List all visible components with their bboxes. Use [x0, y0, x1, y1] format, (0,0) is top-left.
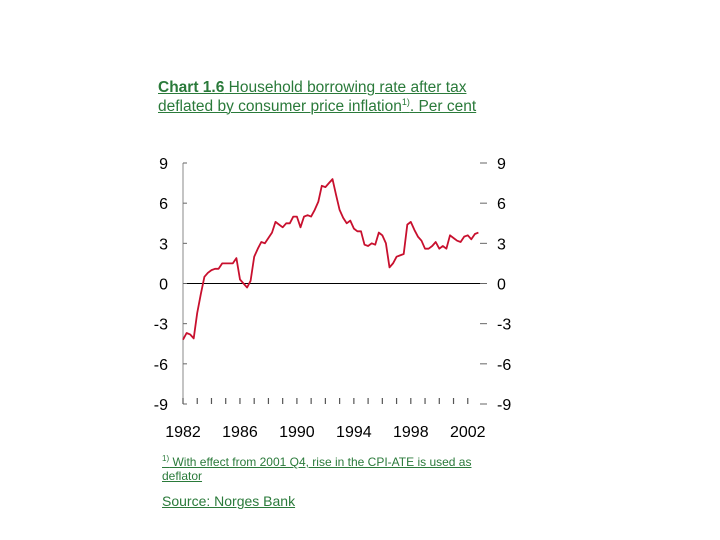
x-tick-label: 1982 — [165, 424, 201, 441]
x-tick-label: 1998 — [393, 424, 429, 441]
title-footnote-marker: 1) — [401, 96, 410, 107]
y-tick-label-left: -3 — [154, 317, 168, 334]
y-tick-label-left: -9 — [154, 397, 168, 414]
y-tick-label-right: -3 — [497, 317, 511, 334]
chart-number: Chart 1.6 — [158, 79, 225, 96]
footnote: 1) With effect from 2001 Q4, rise in the… — [162, 452, 482, 483]
right-y-axis: 9 6 3 0 -3 -6 -9 — [480, 156, 511, 414]
y-tick-label-left: 9 — [159, 156, 168, 173]
y-tick-label-left: 3 — [159, 236, 168, 253]
left-y-axis: 9 6 3 0 -3 -6 -9 — [154, 156, 187, 414]
chart-title-text: Household borrowing rate after tax defla… — [158, 79, 467, 115]
y-tick-label-right: -9 — [497, 397, 511, 414]
chart-title: Chart 1.6 Household borrowing rate after… — [158, 78, 498, 116]
y-tick-label-right: 6 — [497, 196, 506, 213]
y-tick-label-right: 3 — [497, 236, 506, 253]
source-note: Source: Norges Bank — [162, 493, 296, 509]
y-tick-label-right: 0 — [497, 277, 506, 294]
x-axis: 1982 1986 1990 1994 1998 2002 — [165, 398, 486, 441]
x-tick-label: 1994 — [336, 424, 372, 441]
series-line — [182, 178, 479, 341]
y-tick-label-left: 0 — [159, 277, 168, 294]
y-tick-label-left: 6 — [159, 196, 168, 213]
y-tick-label-right: 9 — [497, 156, 506, 173]
chart-title-unit: . Per cent — [409, 98, 477, 115]
footnote-text: With effect from 2001 Q4, rise in the CP… — [162, 455, 472, 483]
y-tick-label-left: -6 — [154, 357, 168, 374]
footnote-marker: 1) — [162, 454, 170, 463]
x-tick-label: 2002 — [450, 424, 486, 441]
x-tick-label: 1990 — [279, 424, 315, 441]
y-tick-label-right: -6 — [497, 357, 511, 374]
x-tick-label: 1986 — [222, 424, 258, 441]
